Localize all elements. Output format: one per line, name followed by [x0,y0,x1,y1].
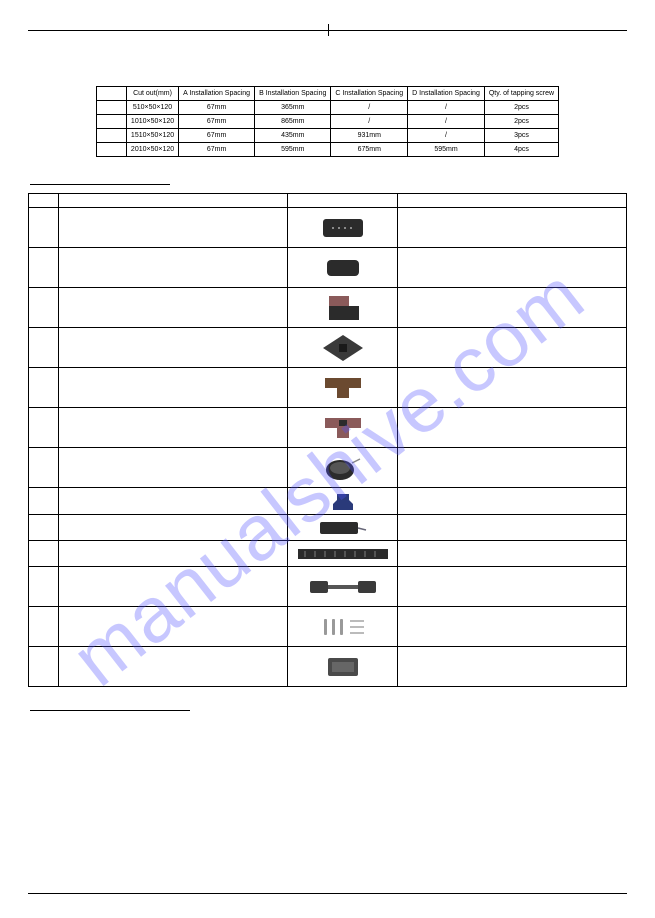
t-connector-icon [321,374,365,402]
table-row: 1010×50×12067mm865mm//2pcs [96,115,558,129]
parts-table [28,193,627,687]
table-row [29,515,627,541]
col-cutout: Cut out(mm) [126,87,178,101]
table-row [29,448,627,488]
joiner-icon [308,577,378,597]
section-divider-2 [30,701,190,711]
x-connector-icon [319,333,367,363]
col-blank [96,87,126,101]
table-row [29,368,627,408]
section-divider [30,175,170,185]
table-row [29,567,627,607]
table-row [29,194,627,208]
table-row [29,248,627,288]
top-center-tick [328,24,329,36]
table-row: Cut out(mm) A Installation Spacing B Ins… [96,87,558,101]
anchors-icon [318,615,368,639]
col-d: D Installation Spacing [408,87,485,101]
table-row [29,328,627,368]
clip-icon [329,490,357,512]
cover-plate-icon [326,656,360,678]
table-row [29,208,627,248]
cutout-table: Cut out(mm) A Installation Spacing B Ins… [96,86,559,157]
table-row [29,647,627,687]
col-b: B Installation Spacing [255,87,331,101]
table-row [29,488,627,515]
adapter-ring-icon [322,453,364,483]
power-box-icon [319,215,367,241]
end-cap-icon [325,258,361,278]
table-row: 2010×50×12067mm595mm675mm595mm4pcs [96,143,558,157]
driver-box-icon [318,519,368,537]
bottom-rule [28,893,627,894]
table-row [29,607,627,647]
l-connector-icon [323,292,363,324]
table-row [29,541,627,567]
table-row [29,288,627,328]
col-a: A Installation Spacing [179,87,255,101]
col-qty: Qty. of tapping screw [484,87,558,101]
table-row: 510×50×12067mm365mm//2pcs [96,101,558,115]
table-row: 1510×50×12067mm435mm931mm/3pcs [96,129,558,143]
t-connector-2-icon [321,414,365,442]
col-c: C Installation Spacing [331,87,408,101]
track-piece-icon [298,547,388,561]
table-row [29,408,627,448]
